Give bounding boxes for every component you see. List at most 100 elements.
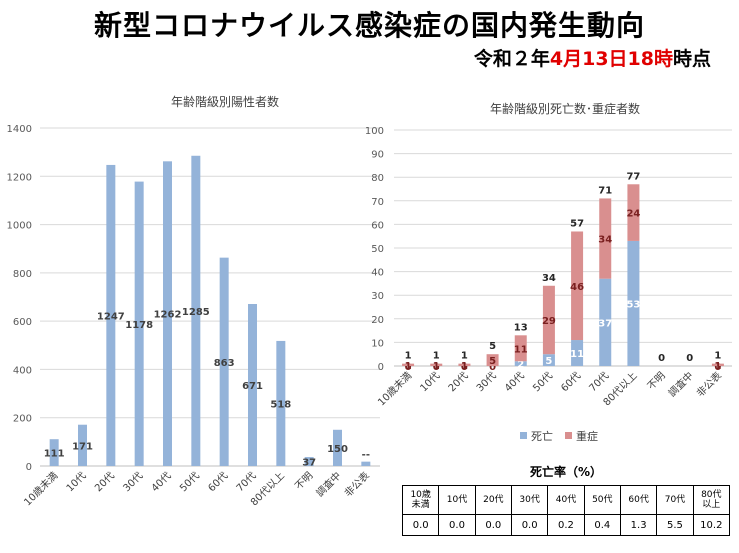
rate-header-cell: 50代 (583, 485, 621, 515)
death-label: 0 (433, 362, 440, 373)
x-tick-label: 30代 (121, 470, 146, 495)
data-label: 671 (242, 381, 263, 392)
bar (134, 181, 144, 466)
total-label: 1 (461, 351, 468, 362)
total-label: 1 (405, 351, 412, 362)
rate-header-cell: 60代 (619, 485, 658, 515)
bar (248, 304, 257, 466)
severe-bar (599, 198, 612, 279)
death-label: 0 (714, 362, 721, 373)
x-tick-label: 非公表 (342, 469, 372, 499)
data-label: 111 (44, 449, 65, 460)
rate-header-cell: 10代 (438, 485, 476, 515)
y-tick-label: 100 (365, 126, 384, 137)
total-label: 1 (714, 351, 721, 362)
rate-value-cell: 1.3 (619, 514, 658, 536)
total-label: 13 (514, 322, 528, 333)
severe-bar (458, 363, 471, 366)
data-label: 37 (302, 458, 316, 469)
x-tick-label: 40代 (149, 470, 174, 495)
data-label: 518 (270, 399, 291, 410)
bar (304, 457, 314, 466)
death-bar (542, 354, 555, 366)
x-tick-label: 不明 (293, 470, 316, 493)
x-tick-label: 10歳未満 (376, 370, 415, 409)
rate-value-cell: 10.2 (692, 514, 731, 536)
bar (361, 461, 371, 466)
data-label: 1247 (97, 311, 125, 322)
severe-label: 46 (570, 282, 584, 293)
legend-severe-swatch (565, 432, 572, 439)
date-suffix: 時点 (672, 48, 711, 70)
x-tick-label: 20代 (92, 470, 117, 495)
total-label: 0 (658, 353, 665, 364)
x-tick-label: 10歳未満 (22, 470, 61, 509)
x-tick-label: 60代 (206, 470, 231, 495)
total-label: 77 (626, 171, 640, 182)
y-tick-label: 1400 (7, 124, 32, 135)
x-tick-label: 20代 (446, 370, 471, 395)
severe-label: 5 (489, 356, 496, 367)
data-label: 1285 (182, 307, 210, 318)
bar (106, 164, 116, 466)
severe-chart-title: 年齢階級別死亡数･重症者数 (489, 102, 640, 116)
x-tick-label: 調査中 (313, 469, 343, 499)
y-tick-label: 90 (371, 150, 384, 161)
date-highlight: 4月13日18時 (549, 48, 673, 70)
rate-value-cell: 0.2 (547, 514, 585, 536)
y-tick-label: 70 (371, 197, 384, 208)
rate-table-value-row: 0.0 0.0 0.0 0.0 0.2 0.4 1.3 5.5 10.2 (401, 514, 731, 536)
x-tick-label: 10代 (64, 470, 89, 495)
data-label: 150 (327, 444, 348, 455)
rate-value-cell: 0.0 (438, 514, 476, 536)
page-title: 新型コロナウイルス感染症の国内発生動向 (93, 9, 645, 42)
severe-bar (571, 231, 584, 341)
bar (163, 161, 172, 466)
severe-label: 29 (542, 316, 556, 327)
death-label: 2 (517, 360, 524, 371)
y-tick-label: 800 (13, 269, 32, 280)
death-label: 37 (598, 318, 612, 329)
rate-value-cell: 0.0 (510, 514, 549, 536)
rate-value-cell: 0.4 (583, 514, 621, 536)
severe-bar (542, 285, 555, 355)
x-tick-label: 30代 (474, 370, 499, 395)
rate-header-cell: 30代 (510, 485, 549, 515)
severe-label: 1 (405, 361, 412, 372)
death-label: 0 (461, 362, 468, 373)
death-label: 0 (489, 362, 496, 373)
x-tick-label: 70代 (587, 370, 612, 395)
severe-label: 1 (714, 361, 721, 372)
rate-value-cell: 0.0 (474, 514, 512, 536)
legend-death-swatch (520, 432, 527, 439)
death-bar (571, 340, 584, 366)
severe-bar (486, 354, 499, 366)
severe-bar (402, 363, 415, 366)
severe-label: 34 (598, 235, 612, 246)
rate-value-cell: 5.5 (656, 514, 694, 536)
death-label: 0 (405, 362, 412, 373)
y-tick-label: 80 (371, 173, 384, 184)
x-tick-label: 調査中 (665, 369, 695, 399)
rate-table: 10歳 未満 10代 20代 30代 40代 50代 60代 70代 80代 以上 0.0 0.0 0.… (401, 485, 731, 536)
y-tick-label: 20 (371, 315, 384, 326)
data-label: 863 (214, 358, 235, 369)
total-label: 0 (686, 353, 693, 364)
bar (219, 257, 229, 466)
total-label: 71 (598, 185, 612, 196)
positive-chart-title: 年齢階級別陽性者数 (170, 95, 279, 109)
total-label: 1 (433, 351, 440, 362)
rate-table-title: 死亡率（%） (529, 465, 603, 479)
y-tick-label: 0 (378, 362, 384, 373)
bar (78, 424, 87, 466)
bar (191, 155, 201, 466)
x-tick-label: 60代 (559, 370, 584, 395)
rate-table-header-row: 10歳 未満 10代 20代 30代 40代 50代 60代 70代 80代 以上 (401, 485, 731, 515)
total-label: 34 (542, 273, 556, 284)
bar (276, 340, 286, 466)
death-bar (599, 278, 612, 366)
death-bar (627, 240, 640, 366)
report-date: 令和２年4月13日18時時点 (474, 44, 711, 71)
legend-severe-label: 重症 (576, 429, 598, 443)
total-label: 5 (489, 341, 496, 352)
